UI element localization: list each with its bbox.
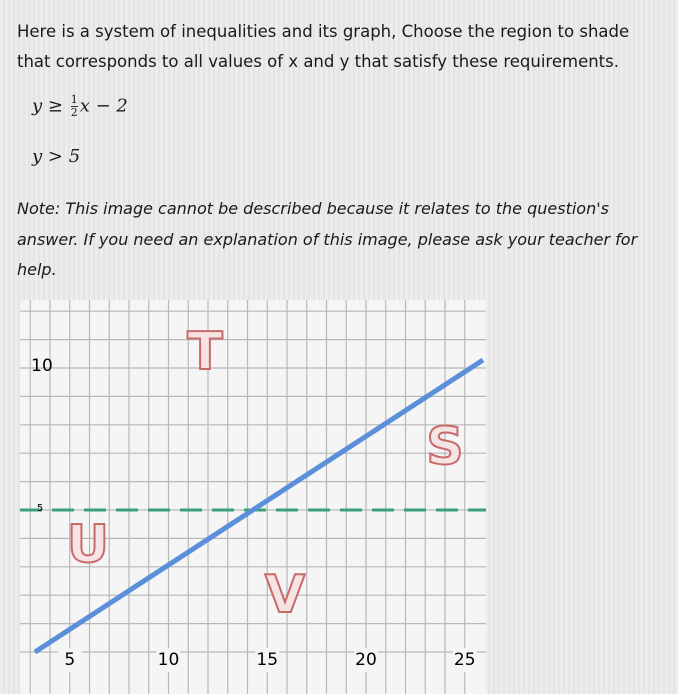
x-tick-label: 25: [454, 650, 476, 670]
note-line: help.: [17, 260, 57, 279]
graph-background: [20, 300, 486, 694]
region-label: S: [426, 417, 463, 477]
graph: 5 10 15 20 25 10 5 T S U V: [20, 300, 486, 694]
note-line: answer. If you need an explanation of th…: [17, 230, 638, 249]
label-background: [57, 648, 82, 672]
inequality: y > 5: [32, 146, 81, 167]
label-background: [354, 648, 378, 672]
x-tick-label: 5: [64, 650, 75, 670]
region-label: V: [265, 565, 305, 625]
math: x − 2: [79, 95, 128, 117]
denominator: 2: [70, 106, 78, 119]
grid: [20, 300, 486, 694]
note-line: Note: This image cannot be described bec…: [17, 199, 609, 218]
x-tick-label: 20: [355, 650, 377, 670]
x-tick-label: 15: [256, 650, 278, 670]
y-tick-label: 5: [37, 503, 43, 514]
math: y ≥: [32, 95, 63, 117]
numerator: 1: [70, 93, 78, 107]
question-line: that corresponds to all values of x and …: [17, 52, 619, 71]
y-tick-label: 10: [31, 356, 53, 376]
x-tick-label: 10: [158, 650, 180, 670]
region-label: U: [67, 515, 109, 575]
solid-line: [33, 357, 485, 655]
region-label: T: [187, 322, 223, 382]
question-line: Here is a system of inequalities and its…: [17, 22, 630, 41]
label-background: [452, 648, 477, 672]
label-background: [255, 648, 280, 672]
label-background: [156, 648, 181, 672]
